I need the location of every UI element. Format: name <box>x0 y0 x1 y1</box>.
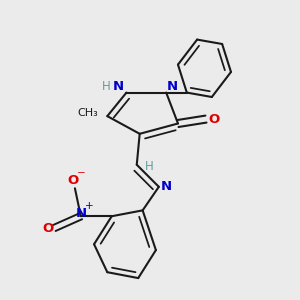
Text: N: N <box>160 180 172 193</box>
Text: N: N <box>76 207 87 220</box>
Text: H: H <box>101 80 110 93</box>
Text: O: O <box>42 221 53 235</box>
Text: N: N <box>167 80 178 93</box>
Text: O: O <box>208 112 220 126</box>
Text: −: − <box>77 168 86 178</box>
Text: +: + <box>85 201 93 211</box>
Text: CH₃: CH₃ <box>77 108 98 118</box>
Text: H: H <box>145 160 154 173</box>
Text: O: O <box>68 174 79 188</box>
Text: N: N <box>112 80 124 93</box>
